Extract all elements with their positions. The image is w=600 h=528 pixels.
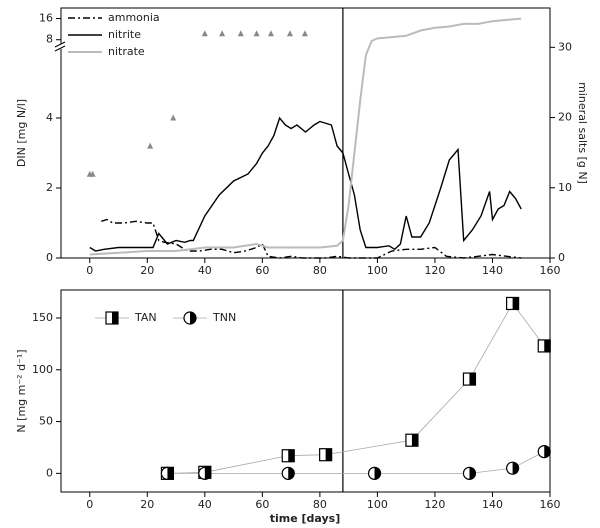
x-tick-label: 20 (140, 264, 154, 277)
y2-tick-label: 0 (558, 251, 565, 264)
x-tick-label: 100 (367, 498, 388, 511)
y-tick-label: 2 (46, 181, 53, 194)
square-marker (105, 311, 119, 325)
marker-half (469, 467, 476, 480)
y-tick-label: 16 (39, 12, 53, 25)
x-tick-label: 140 (482, 264, 503, 277)
x-tick-label: 120 (424, 264, 445, 277)
square-marker (281, 449, 295, 463)
marker-half (512, 297, 519, 310)
y-tick-label: 100 (32, 363, 53, 376)
x-tick-label: 140 (482, 498, 503, 511)
marker-half (469, 373, 476, 386)
marker-half (204, 467, 211, 480)
circle-marker (367, 466, 382, 480)
square-marker (506, 296, 520, 311)
x-tick-label: 20 (140, 498, 154, 511)
triangle-marker (253, 30, 260, 37)
y-axis-label: DIN [mg N/l] (15, 99, 28, 167)
triangle-marker (286, 30, 293, 37)
legend-label: nitrite (108, 28, 141, 41)
circle-marker (198, 466, 212, 480)
series-line (89, 17, 522, 256)
x-tick-label: 120 (424, 498, 445, 511)
x-tick-label: 80 (313, 264, 327, 277)
triangle-marker (267, 30, 274, 37)
circle-marker (183, 311, 197, 325)
y-axis-label: N [mg m⁻² d⁻¹] (15, 349, 28, 432)
x-tick-label: 160 (540, 264, 561, 277)
triangle-marker (219, 30, 226, 37)
y-tick-label: 50 (39, 415, 53, 428)
triangle-marker (201, 30, 208, 37)
x-tick-label: 100 (367, 264, 388, 277)
marker-half (544, 445, 551, 458)
triangle-marker (89, 170, 96, 177)
square-marker (405, 433, 419, 447)
x-tick-label: 0 (86, 264, 93, 277)
marker-half (112, 312, 118, 324)
x-tick-label: 60 (255, 264, 269, 277)
marker-half (190, 312, 196, 324)
marker-half (167, 467, 174, 480)
y2-tick-label: 30 (558, 40, 572, 53)
marker-half (512, 462, 519, 475)
legend-label: TAN (134, 311, 157, 324)
x-tick-label: 0 (86, 498, 93, 511)
triangle-marker (170, 114, 177, 121)
y-tick-label: 150 (32, 311, 53, 324)
marker-half (288, 467, 295, 480)
x-tick-label: 40 (198, 498, 212, 511)
x-axis-label: time [days] (270, 512, 341, 525)
marker-half (288, 449, 295, 462)
plot-frame (60, 289, 551, 493)
marker-half (374, 467, 381, 480)
axis-break-gap (55, 44, 67, 49)
circle-marker (281, 466, 295, 480)
axis-break (54, 45, 66, 52)
marker-half (411, 434, 418, 447)
marker-half (325, 448, 332, 461)
legend-label: nitrate (108, 45, 145, 58)
legend-label: ammonia (108, 11, 160, 24)
circle-marker (506, 461, 520, 475)
triangle-marker (237, 30, 244, 37)
y-tick-label: 0 (46, 251, 53, 264)
series-line (167, 302, 545, 474)
y2-axis-label: mineral salts [g N] (576, 82, 589, 184)
triangle-marker (301, 30, 308, 37)
triangle-marker (147, 142, 154, 149)
square-marker (537, 339, 551, 353)
series-line (89, 116, 522, 252)
marker-half (544, 339, 551, 352)
y-tick-label: 4 (46, 111, 53, 124)
y2-tick-label: 20 (558, 111, 572, 124)
axis-break (54, 41, 66, 48)
circle-marker (462, 466, 477, 480)
circle-marker (537, 445, 551, 459)
y-tick-label: 0 (46, 466, 53, 479)
circle-marker (160, 466, 175, 480)
x-tick-label: 80 (313, 498, 327, 511)
legend-label: TNN (212, 311, 236, 324)
square-marker (319, 448, 333, 462)
x-tick-label: 40 (198, 264, 212, 277)
x-tick-label: 160 (540, 498, 561, 511)
square-marker (462, 372, 477, 386)
series-line (101, 218, 522, 259)
series-line (167, 451, 545, 474)
y2-tick-label: 10 (558, 181, 572, 194)
y-tick-label: 8 (46, 33, 53, 46)
x-tick-label: 60 (255, 498, 269, 511)
